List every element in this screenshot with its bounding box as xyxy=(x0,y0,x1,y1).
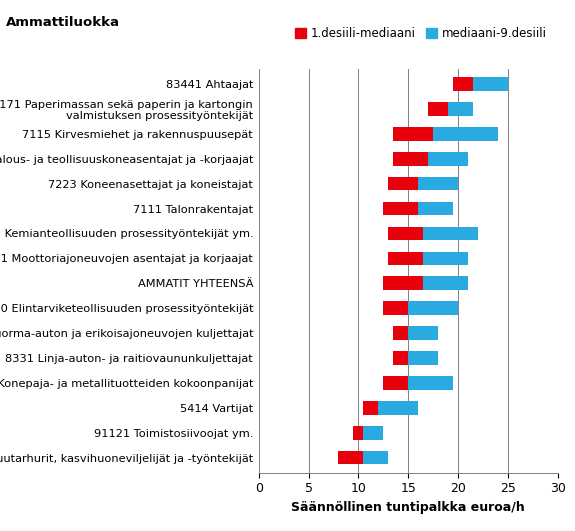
Bar xyxy=(418,177,458,191)
Bar xyxy=(428,152,468,166)
Bar xyxy=(393,351,408,365)
Bar xyxy=(378,401,418,415)
Bar xyxy=(418,202,453,216)
Bar xyxy=(393,326,408,340)
Bar xyxy=(384,277,423,290)
Bar xyxy=(423,252,468,265)
Bar xyxy=(423,227,478,241)
Bar xyxy=(428,102,448,116)
Bar xyxy=(384,301,408,315)
X-axis label: Säännöllinen tuntipalkka euroa/h: Säännöllinen tuntipalkka euroa/h xyxy=(292,501,525,514)
Bar xyxy=(384,202,418,216)
Bar xyxy=(363,451,388,465)
Bar xyxy=(354,426,363,440)
Bar xyxy=(384,376,408,390)
Bar xyxy=(433,127,498,141)
Bar xyxy=(388,227,423,241)
Bar xyxy=(363,401,378,415)
Bar xyxy=(423,277,468,290)
Bar xyxy=(388,252,423,265)
Bar xyxy=(448,102,473,116)
Bar xyxy=(473,77,508,91)
Bar xyxy=(393,127,433,141)
Bar xyxy=(453,77,473,91)
Bar xyxy=(408,326,438,340)
Bar xyxy=(408,376,453,390)
Bar xyxy=(388,177,418,191)
Bar xyxy=(393,152,428,166)
Bar xyxy=(408,351,438,365)
Legend: 1.desiili-mediaani, mediaani-9.desiili: 1.desiili-mediaani, mediaani-9.desiili xyxy=(290,22,552,45)
Bar xyxy=(339,451,363,465)
Text: Ammattiluokka: Ammattiluokka xyxy=(6,16,120,29)
Bar xyxy=(408,301,458,315)
Bar xyxy=(363,426,384,440)
